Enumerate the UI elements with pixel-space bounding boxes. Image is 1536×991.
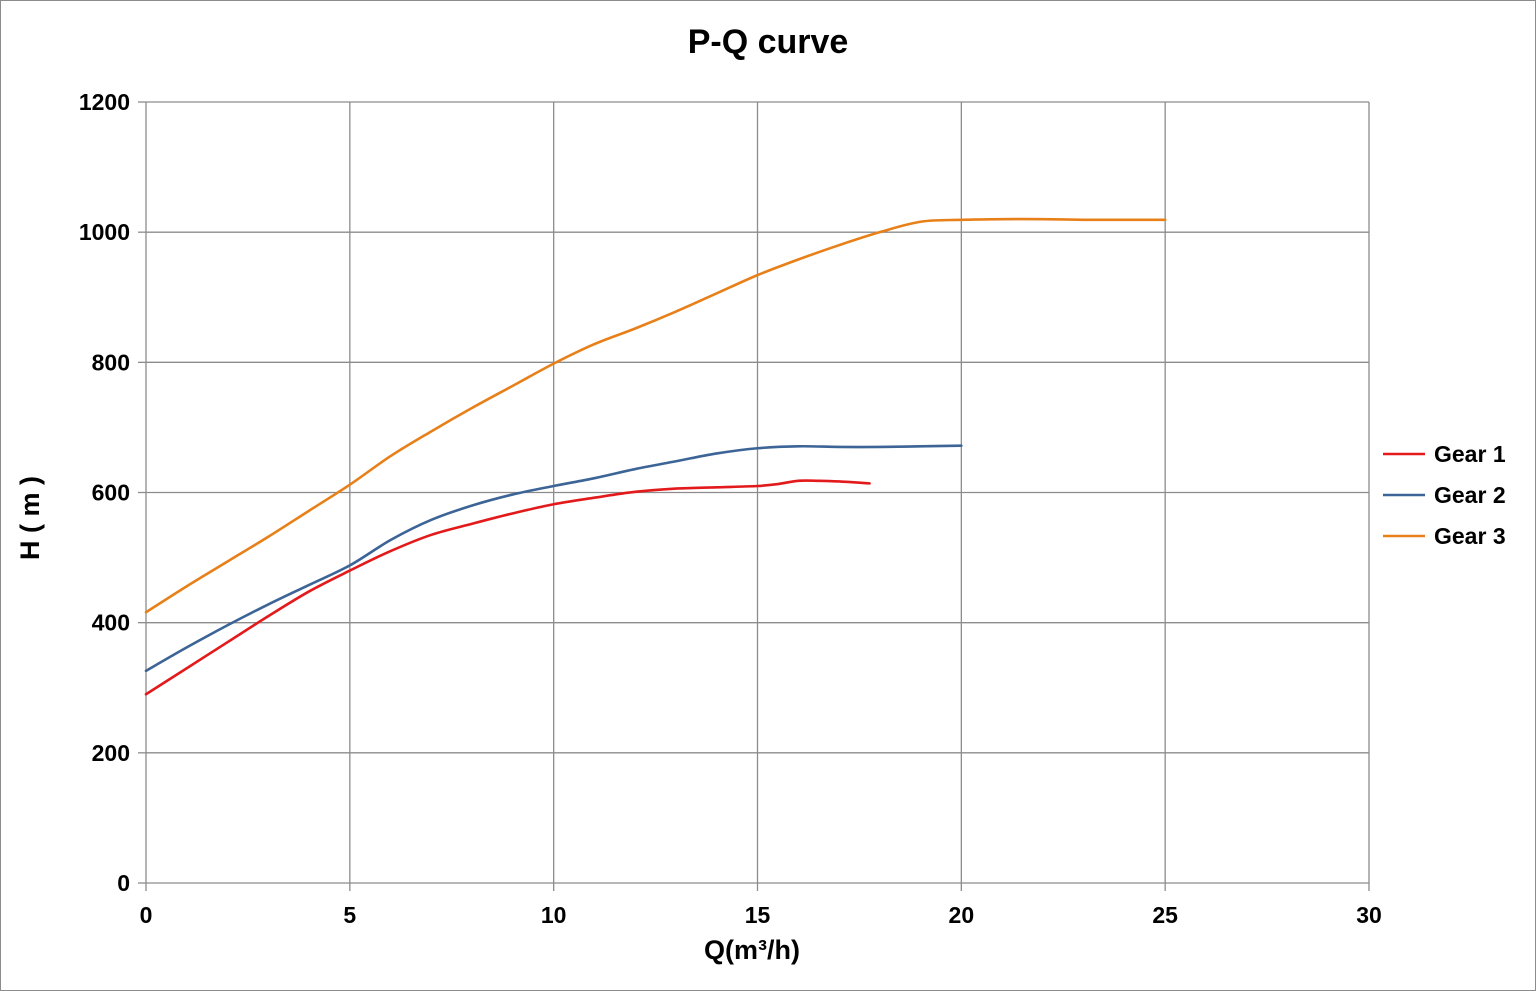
legend-label-gear-1: Gear 1 — [1434, 441, 1506, 467]
y-tick-label: 400 — [92, 610, 130, 636]
legend-label-gear-3: Gear 3 — [1434, 523, 1506, 549]
series-line-gear-1 — [144, 479, 871, 696]
y-tick-label: 600 — [92, 480, 130, 506]
y-tick-label: 200 — [92, 740, 130, 766]
tick-labels: 0 200 400 600 800 1000 1200 0 5 10 15 20 25 30 — [79, 89, 1382, 928]
x-tick-label: 5 — [343, 902, 356, 928]
series-lines — [144, 217, 1167, 696]
x-tick-label: 15 — [745, 902, 771, 928]
legend-item-gear-3: Gear 3 — [1383, 523, 1506, 549]
x-axis-label: Q(m³/h) — [704, 935, 800, 965]
y-axis-label: H ( m ) — [15, 476, 45, 560]
chart-title: P-Q curve — [688, 23, 849, 61]
legend: Gear 1 Gear 2 Gear 3 — [1383, 441, 1506, 549]
legend-item-gear-2: Gear 2 — [1383, 482, 1506, 508]
legend-label-gear-2: Gear 2 — [1434, 482, 1506, 508]
x-tick-label: 25 — [1152, 902, 1178, 928]
y-tick-label: 0 — [117, 870, 130, 896]
x-tick-label: 10 — [541, 902, 567, 928]
x-tick-label: 0 — [140, 902, 153, 928]
series-line-gear-3 — [144, 217, 1167, 614]
legend-item-gear-1: Gear 1 — [1383, 441, 1506, 467]
x-tick-label: 20 — [949, 902, 975, 928]
y-tick-label: 800 — [92, 349, 130, 375]
y-tick-label: 1000 — [79, 219, 130, 245]
y-tick-label: 1200 — [79, 89, 130, 115]
series-line-gear-2 — [144, 444, 963, 673]
grid — [138, 101, 1370, 891]
x-tick-label: 30 — [1356, 902, 1382, 928]
